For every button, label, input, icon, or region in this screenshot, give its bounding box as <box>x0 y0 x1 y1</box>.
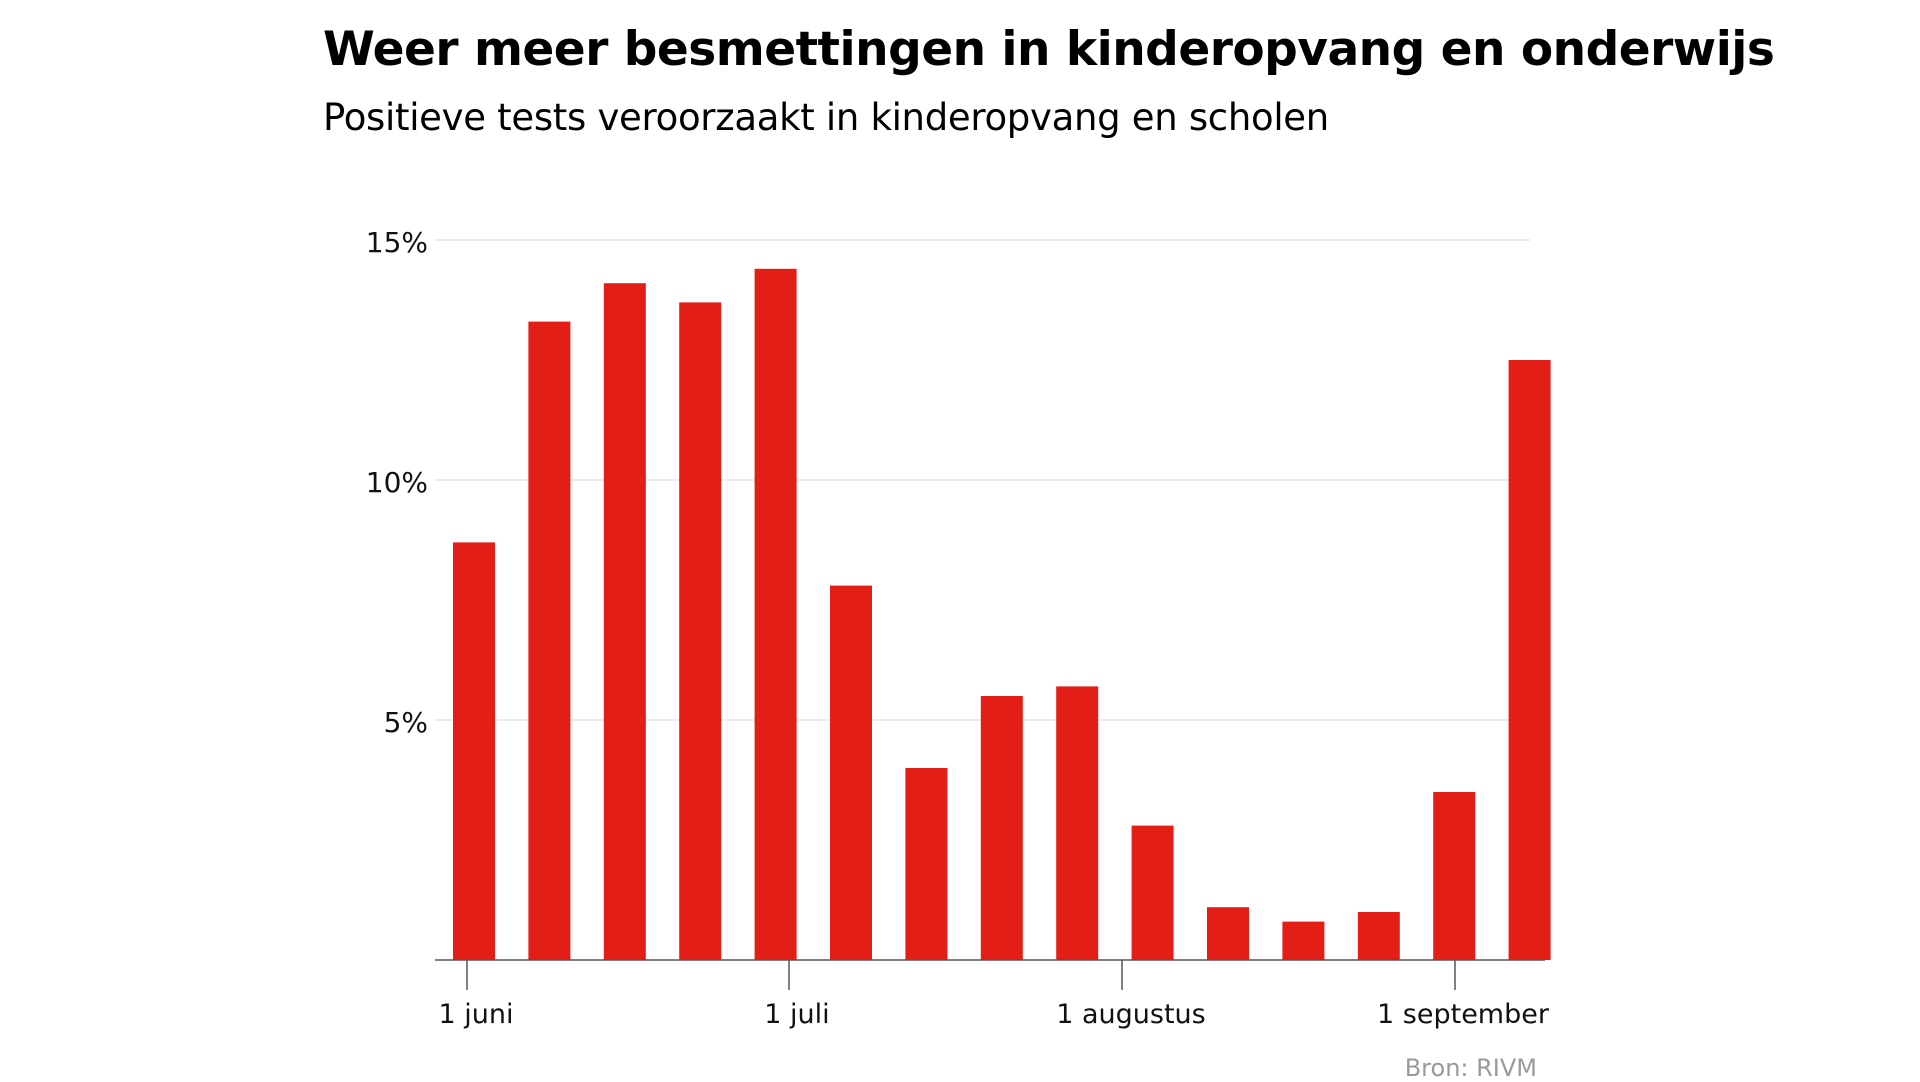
source-note: Bron: RIVM <box>1404 1054 1537 1082</box>
chart-subtitle: Positieve tests veroorzaakt in kinderopv… <box>323 96 1329 139</box>
x-tick-label: 1 juli <box>764 999 829 1030</box>
bar <box>1433 792 1476 960</box>
bar <box>1207 907 1249 960</box>
y-tick-label: 15% <box>366 226 428 259</box>
bar <box>980 696 1023 960</box>
bar <box>905 768 948 960</box>
chart-title: Weer meer besmettingen in kinderopvang e… <box>323 22 1775 77</box>
y-tick-label: 10% <box>366 466 428 499</box>
x-tick-label: 1 augustus <box>1056 999 1206 1030</box>
x-tick-label: 1 september <box>1377 999 1550 1030</box>
bar <box>603 283 646 960</box>
bar <box>1056 686 1099 960</box>
y-tick-label: 5% <box>384 706 428 739</box>
bar <box>528 321 571 961</box>
x-tick-label: 1 juni <box>439 999 514 1030</box>
bar <box>1508 360 1551 960</box>
bar <box>679 302 722 960</box>
bar <box>1357 912 1400 960</box>
bar <box>830 585 872 960</box>
bar <box>1131 825 1174 960</box>
bar <box>453 542 495 960</box>
bar <box>1282 921 1325 960</box>
bar <box>754 268 797 960</box>
